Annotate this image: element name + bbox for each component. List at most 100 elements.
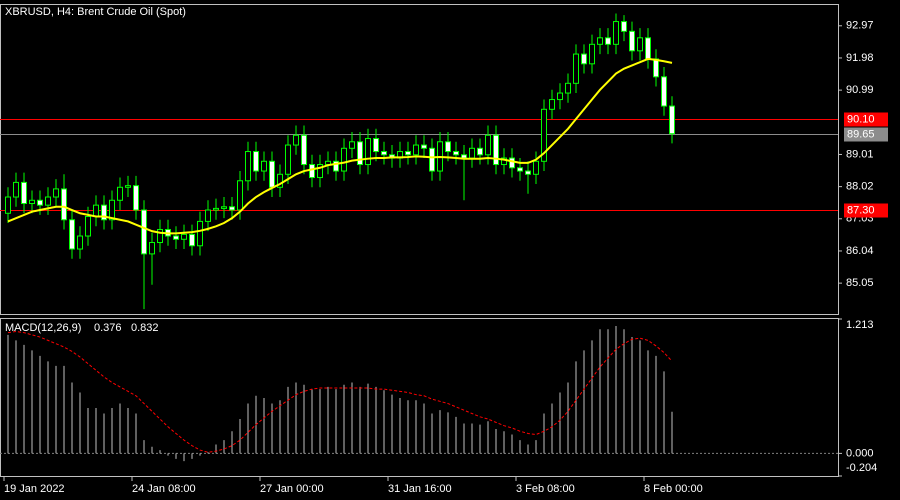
candle-body bbox=[629, 30, 635, 52]
candle-body bbox=[53, 188, 59, 198]
candle-body bbox=[477, 147, 483, 156]
candle-body bbox=[565, 82, 571, 94]
signal-value: 0.832 bbox=[131, 322, 159, 334]
x-tick-label: 19 Jan 2022 bbox=[4, 483, 65, 495]
x-tick-label: 24 Jan 08:00 bbox=[132, 483, 196, 495]
candle-body bbox=[237, 180, 243, 211]
candle-body bbox=[61, 188, 67, 221]
candle-body bbox=[141, 209, 147, 255]
candle-body bbox=[405, 151, 411, 156]
candle-body bbox=[413, 144, 419, 156]
candle-body bbox=[133, 185, 139, 211]
x-tick-label: 31 Jan 16:00 bbox=[388, 483, 452, 495]
candle-body bbox=[621, 21, 627, 32]
candle-body bbox=[637, 37, 643, 52]
candle-body bbox=[213, 207, 219, 211]
candle-body bbox=[101, 204, 107, 221]
candle-body bbox=[597, 37, 603, 45]
candle-body bbox=[429, 147, 435, 172]
candle-body bbox=[669, 105, 675, 135]
price-level-label: 87.30 bbox=[847, 204, 875, 216]
candle-body bbox=[221, 206, 227, 209]
candle-body bbox=[581, 53, 587, 65]
candle-body bbox=[229, 206, 235, 211]
main-panel-frame bbox=[0, 4, 839, 315]
candle-body bbox=[77, 235, 83, 250]
candle-body bbox=[573, 53, 579, 84]
x-tick-label: 27 Jan 00:00 bbox=[260, 483, 324, 495]
y-tick-label: 85.05 bbox=[846, 277, 874, 289]
candle-body bbox=[5, 196, 11, 214]
candle-body bbox=[381, 151, 387, 156]
candle-body bbox=[501, 157, 507, 166]
candle-body bbox=[421, 144, 427, 149]
price-level-box bbox=[844, 112, 888, 127]
candle-body bbox=[37, 199, 43, 206]
candle-body bbox=[205, 209, 211, 222]
price-level-box bbox=[844, 203, 888, 218]
candle-body bbox=[549, 99, 555, 110]
candle-body bbox=[13, 181, 19, 198]
candle-body bbox=[181, 233, 187, 240]
candle-body bbox=[93, 204, 99, 218]
y-tick-label: -0.204 bbox=[846, 462, 877, 474]
y-tick-label: 88.02 bbox=[846, 181, 874, 193]
candle-body bbox=[613, 21, 619, 45]
x-tick-label: 8 Feb 00:00 bbox=[644, 483, 703, 495]
candle-body bbox=[365, 138, 371, 166]
candle-body bbox=[69, 219, 75, 250]
y-tick-label: 0.000 bbox=[846, 447, 874, 459]
candle-body bbox=[349, 141, 355, 149]
candle-body bbox=[341, 147, 347, 172]
candle-body bbox=[125, 185, 131, 188]
candle-body bbox=[533, 160, 539, 175]
candle-body bbox=[189, 233, 195, 247]
candle-body bbox=[541, 108, 547, 162]
candle-body bbox=[285, 144, 291, 175]
candle-body bbox=[293, 134, 299, 146]
y-tick-label: 91.98 bbox=[846, 52, 874, 64]
candle-body bbox=[645, 37, 651, 60]
candle-body bbox=[661, 76, 667, 107]
candle-body bbox=[21, 181, 27, 205]
candle-body bbox=[493, 134, 499, 166]
macd-label: MACD(12,26,9) bbox=[5, 322, 81, 334]
y-tick-label: 86.04 bbox=[846, 245, 874, 257]
candle-body bbox=[197, 220, 203, 247]
macd-panel: 1.213 0.000 -0.204 bbox=[0, 318, 877, 477]
candle-body bbox=[85, 216, 91, 237]
candle-body bbox=[309, 164, 315, 179]
candle-body bbox=[269, 160, 275, 188]
candle-body bbox=[357, 141, 363, 166]
candle-body bbox=[149, 242, 155, 255]
candle-body bbox=[485, 134, 491, 156]
candle-body bbox=[469, 147, 475, 159]
candle-body bbox=[45, 196, 51, 206]
price-level-box bbox=[844, 127, 888, 142]
candle-body bbox=[509, 157, 515, 169]
candle-body bbox=[653, 58, 659, 78]
macd-panel-frame bbox=[0, 318, 839, 477]
candle-body bbox=[333, 160, 339, 172]
candle-body bbox=[317, 164, 323, 179]
candle-body bbox=[373, 138, 379, 153]
candle-body bbox=[525, 170, 531, 175]
candle-body bbox=[173, 235, 179, 240]
y-tick-label: 92.97 bbox=[846, 20, 874, 32]
signal-line bbox=[7, 331, 673, 453]
macd-value: 0.376 bbox=[94, 322, 122, 334]
candle-body bbox=[605, 37, 611, 45]
candle-body bbox=[261, 160, 267, 172]
candle-body bbox=[245, 151, 251, 182]
candle-body bbox=[517, 167, 523, 172]
chart-title: XBRUSD, H4: Brent Crude Oil (Spot) bbox=[5, 6, 186, 18]
candle-body bbox=[29, 199, 35, 205]
price-level-label: 90.10 bbox=[847, 113, 875, 125]
y-tick-label: 1.213 bbox=[846, 319, 874, 331]
candle-body bbox=[277, 173, 283, 188]
candle-body bbox=[301, 134, 307, 166]
candle-body bbox=[117, 186, 123, 201]
price-level-label: 89.65 bbox=[847, 128, 875, 140]
